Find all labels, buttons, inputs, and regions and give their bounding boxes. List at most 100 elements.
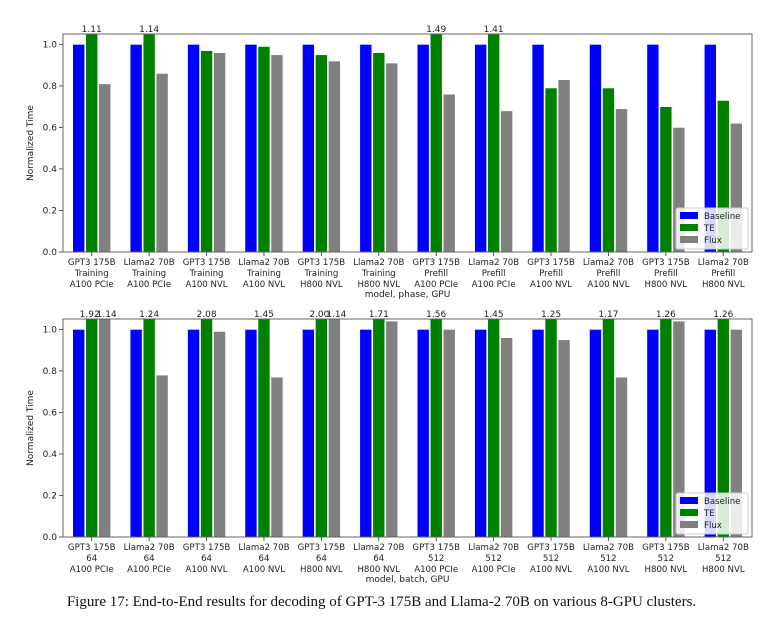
x-tick-label: GPT3 175B (412, 543, 460, 553)
legend-swatch-te (680, 224, 698, 231)
x-tick-label: GPT3 175B (527, 258, 575, 268)
x-tick-label: A100 NVL (185, 280, 227, 290)
x-tick-label: Llama2 70B (353, 258, 404, 268)
bar-te (659, 106, 673, 253)
bar-baseline (302, 329, 315, 538)
y-tick-label: 1.0 (43, 325, 58, 335)
x-tick-label: Training (189, 269, 224, 279)
x-tick-label: Llama2 70B (583, 543, 634, 553)
bar-baseline (531, 329, 545, 538)
x-tick-label: GPT3 175B (642, 543, 690, 553)
x-tick-label: GPT3 175B (642, 258, 690, 268)
x-tick-label: Prefill (597, 269, 621, 279)
x-tick-label: GPT3 175B (527, 543, 575, 553)
x-tick-label: H800 NVL (702, 280, 745, 290)
legend-label: Baseline (704, 212, 740, 222)
bar-te (602, 87, 615, 253)
bar-value-label: 1.14 (97, 310, 117, 320)
plot-frame (62, 33, 753, 253)
bar-te (257, 46, 271, 253)
bar-flux (557, 79, 571, 253)
bar-value-label: 1.14 (139, 25, 159, 35)
x-tick-label: Llama2 70B (583, 258, 634, 268)
bar-te (372, 52, 386, 253)
legend-label: TE (703, 224, 715, 234)
plot-frame (62, 318, 753, 538)
x-tick-label: 512 (485, 554, 501, 564)
legend-label: Flux (704, 236, 722, 246)
x-tick-label: A100 NVL (530, 280, 572, 290)
x-tick-label: H800 NVL (357, 280, 400, 290)
x-tick-label: H800 NVL (645, 280, 688, 290)
bar-value-label: 1.49 (426, 25, 446, 35)
x-tick-label: Llama2 70B (698, 543, 749, 553)
x-tick-label: A100 NVL (243, 565, 285, 575)
x-tick-label: Llama2 70B (698, 258, 749, 268)
bar-baseline (589, 329, 602, 538)
bar-te (85, 33, 99, 253)
legend-swatch-flux (680, 521, 698, 528)
bar-te (85, 318, 99, 538)
x-tick-label: GPT3 175B (68, 258, 116, 268)
y-tick-label: 1.0 (43, 40, 58, 50)
bar-value-label: 1.92 (80, 310, 100, 320)
bar-value-label: 1.14 (326, 310, 346, 320)
bar-baseline (72, 44, 86, 253)
x-tick-label: Training (74, 269, 109, 279)
x-tick-label: 512 (543, 554, 559, 564)
x-tick-label: Prefill (711, 269, 735, 279)
legend-swatch-te (680, 509, 698, 516)
bar-baseline (646, 329, 660, 538)
bar-flux (270, 376, 284, 538)
y-tick-label: 0.4 (43, 165, 58, 175)
bar-flux (98, 318, 112, 538)
bar-te (602, 318, 615, 538)
y-tick-label: 0.2 (43, 491, 57, 501)
x-tick-label: A100 PCIe (414, 280, 458, 290)
bar-te (487, 318, 500, 538)
bar-flux (328, 318, 341, 538)
legend: Baseline TE Flux (675, 492, 749, 535)
x-tick-label: A100 NVL (587, 280, 629, 290)
x-tick-label: 512 (600, 554, 616, 564)
bar-baseline (72, 329, 86, 538)
bar-te (200, 50, 213, 253)
x-tick-label: 64 (201, 554, 212, 564)
bar-baseline (589, 44, 602, 253)
x-tick-label: GPT3 175B (298, 543, 346, 553)
bar-te (659, 318, 673, 538)
bar-value-label: 2.08 (197, 310, 217, 320)
x-tick-label: GPT3 175B (68, 543, 116, 553)
x-tick-label: A100 PCIe (472, 280, 516, 290)
x-tick-label: A100 PCIe (414, 565, 458, 575)
x-tick-label: A100 PCIe (127, 565, 171, 575)
legend-label: TE (703, 509, 715, 519)
bar-te (487, 33, 500, 253)
x-tick-label: A100 NVL (587, 565, 629, 575)
x-tick-label: Prefill (654, 269, 678, 279)
bar-flux (155, 374, 169, 538)
x-tick-label: 64 (373, 554, 384, 564)
bar-flux (442, 329, 456, 538)
y-tick-label: 0.8 (43, 82, 58, 92)
bar-baseline (244, 44, 258, 253)
legend-swatch-baseline (680, 497, 698, 504)
x-tick-label: Llama2 70B (353, 543, 404, 553)
x-tick-label: Prefill (482, 269, 506, 279)
x-tick-label: H800 NVL (357, 565, 400, 575)
y-tick-label: 0.4 (43, 450, 58, 460)
bar-te (142, 318, 156, 538)
bar-flux (270, 54, 284, 253)
bar-flux (385, 62, 399, 253)
bar-flux (442, 93, 456, 253)
x-tick-label: 512 (428, 554, 444, 564)
legend-swatch-baseline (680, 212, 698, 219)
chart-panel-1: 0.0 0.2 0.4 0.6 0.8 1.0 Normalized Time 1.11 GPT… (26, 25, 753, 300)
x-tick-label: GPT3 175B (183, 543, 231, 553)
x-tick-label: 64 (316, 554, 327, 564)
x-tick-label: Training (303, 269, 338, 279)
bar-flux (557, 339, 571, 538)
x-tick-label: A100 NVL (185, 565, 227, 575)
bar-flux (385, 320, 399, 538)
